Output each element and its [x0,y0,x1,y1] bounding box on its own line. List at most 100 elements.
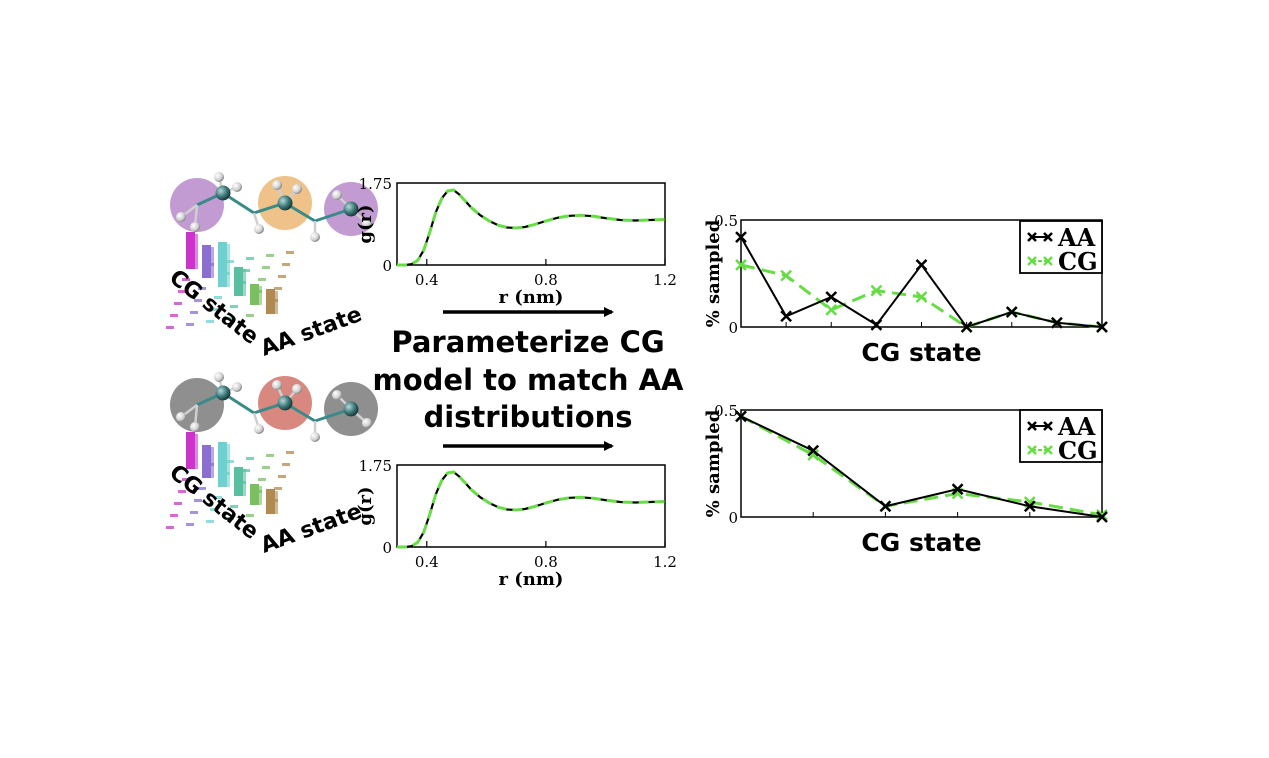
matrix-cell [182,278,190,281]
matrix-cell [286,251,294,254]
hydrogen-atom [310,232,320,242]
series-line-aa [740,415,1103,518]
data-point-aa [951,483,964,496]
hydrogen-atom [362,418,372,428]
matrix-bar [250,284,259,305]
data-point-aa [780,310,793,323]
data-point-cg [870,284,883,297]
matrix-cell [190,311,198,314]
marker-stroke [1096,511,1108,523]
matrix-cell [210,308,218,311]
x-axis-label: r (nm) [499,569,564,590]
hydrogen-atom [190,222,200,232]
hydrogen-atom [214,172,224,182]
matrix-cell [230,505,238,508]
matrix-bar-side [195,234,198,269]
rdf-series-line [397,470,666,549]
data-point-cg [825,303,838,316]
caption-line-2: model to match AA [373,363,685,397]
hydrogen-atom [176,212,186,222]
y-tick-label: 0 [728,319,738,337]
y-axis-label: % sampled [703,219,724,327]
hydrogen-atom [232,382,242,392]
matrix-cell [174,302,182,305]
matrix-bar-side [259,486,262,505]
x-tick-label: 1.2 [653,553,677,571]
data-point-aa [825,291,838,303]
marker-stroke [915,259,928,271]
matrix-cell [278,275,286,278]
matrix-cell [178,490,186,493]
y-axis-label: % sampled [703,409,724,517]
molecule-model [170,172,378,242]
data-point-aa [1050,316,1063,329]
matrix-cell [206,320,214,323]
probability-matrix [166,232,294,329]
y-tick-label: 0 [382,257,392,275]
matrix-bar [250,484,259,505]
data-point-aa [870,318,883,331]
marker-stroke [735,259,747,271]
marker-stroke [825,303,838,316]
hydrogen-atom [292,184,302,194]
rdf-series-line [397,470,666,549]
matrix-cell [230,305,238,308]
center-caption: Parameterize CG model to match AA distri… [373,325,685,434]
marker-stroke [879,500,892,513]
y-tick-label: 0 [728,509,738,527]
x-tick-label: 0.4 [415,553,439,571]
matrix-cell [170,314,178,317]
x-tick-label: 0.8 [534,271,558,289]
marker-stroke [780,269,793,282]
matrix-cell [206,520,214,523]
marker-stroke [780,310,793,323]
y-tick-label: 0.5 [714,402,738,420]
carbon-atom [215,185,231,201]
matrix-cell [246,257,254,260]
matrix-bar-side [227,444,230,487]
x-axis-label: r (nm) [499,287,564,308]
marker-stroke [1023,500,1036,513]
x-axis-label: CG state [861,338,981,367]
matrix-cell [246,314,254,317]
marker-stroke [951,483,964,496]
matrix-bar [202,445,211,478]
hydrogen-atom [190,422,200,432]
data-point-aa [1096,511,1108,523]
caption-line-3: distributions [423,400,632,434]
hydrogen-atom [176,412,186,422]
matrix-cell [214,296,222,299]
data-point-aa [915,259,928,271]
marker-stroke [735,231,747,244]
marker-stroke [870,284,883,297]
legend-entry-aa: AA [1027,412,1096,441]
molecule-model [170,372,378,442]
data-point-aa [735,410,747,423]
legend-label: AA [1057,412,1096,441]
caption-line-1: Parameterize CG [391,325,664,359]
mapping-panel-propane-1: CG state AA state [164,172,378,362]
matrix-cell [166,326,174,329]
data-point-cg [735,259,747,271]
legend-entry-cg: CG [1027,247,1098,276]
matrix-cell [186,523,194,526]
marker-stroke [1096,508,1108,521]
marker-stroke [1005,306,1018,318]
matrix-bar [202,245,211,278]
matrix-cell [194,499,202,502]
matrix-cell [198,487,206,490]
probability-matrix [166,432,294,529]
matrix-cell [258,478,266,481]
marker-stroke [915,291,928,303]
y-tick-label: 0 [382,539,392,557]
x-tick-label: 0.4 [415,271,439,289]
matrix-cell [274,287,282,290]
data-point-aa [1023,500,1036,513]
y-axis-label: g(r) [355,486,376,525]
matrix-bar [218,242,227,287]
